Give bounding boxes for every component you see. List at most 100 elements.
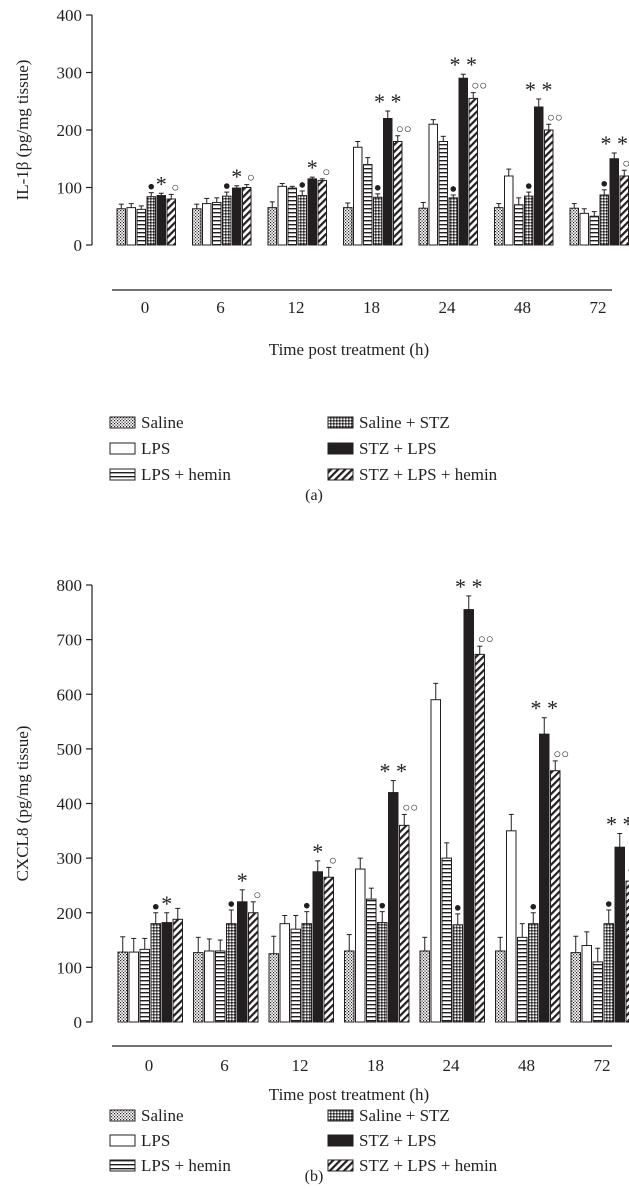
x-tick-label: 24 xyxy=(443,1056,461,1075)
significance-circle: ○○ xyxy=(478,631,494,646)
bar xyxy=(166,198,176,246)
bar xyxy=(419,950,430,1023)
bar xyxy=(377,922,388,1023)
bar xyxy=(463,609,474,1023)
bar xyxy=(222,195,232,246)
x-tick-label: 0 xyxy=(141,298,150,317)
bar xyxy=(579,212,589,246)
legend-label: STZ + LPS xyxy=(359,1131,437,1150)
legend-label: Saline + STZ xyxy=(359,1106,450,1125)
y-axis-title: IL-1β (pg/mg tissue) xyxy=(13,60,32,201)
legend-swatch xyxy=(109,416,136,429)
bar xyxy=(430,699,441,1023)
legend-label: Saline xyxy=(141,413,184,432)
significance-star: * xyxy=(231,164,242,189)
bar xyxy=(366,898,377,1023)
bar xyxy=(468,97,478,246)
bar xyxy=(528,923,539,1023)
bar xyxy=(458,77,468,246)
significance-dot xyxy=(303,902,310,909)
bar xyxy=(363,164,373,246)
bar xyxy=(603,923,614,1023)
legend-swatch xyxy=(327,1159,354,1172)
significance-star: * * xyxy=(380,759,408,784)
bar xyxy=(517,936,528,1023)
significance-circle: ○○ xyxy=(396,121,412,136)
significance-star: * * xyxy=(606,812,629,837)
legend-swatch xyxy=(327,468,354,481)
bar xyxy=(569,207,579,246)
significance-dot xyxy=(530,903,537,910)
legend-swatch xyxy=(327,416,354,429)
bar xyxy=(581,945,592,1023)
y-tick-label: 700 xyxy=(57,631,83,650)
legend-label: Saline + STZ xyxy=(359,413,450,432)
bar xyxy=(204,950,215,1023)
significance-dot xyxy=(605,901,612,907)
bar xyxy=(599,194,609,246)
significance-dot xyxy=(223,183,230,189)
bar xyxy=(202,203,212,246)
significance-circle: ○ xyxy=(171,179,179,194)
legend-label: Saline xyxy=(141,1106,184,1125)
bar xyxy=(126,207,136,246)
significance-star: * * xyxy=(450,52,478,77)
legend-label: STZ + LPS xyxy=(359,439,437,458)
significance-circle: ○○ xyxy=(553,746,569,761)
significance-circle: ○ xyxy=(329,852,337,867)
significance-circle: ○○ xyxy=(622,155,629,170)
x-tick-label: 72 xyxy=(590,298,607,317)
chart-panel-a: 0 100 200 300 400 IL-1β (pg/mg tissue) * ○ 0 * ○ 6 *… xyxy=(13,6,629,504)
bar xyxy=(317,180,327,246)
significance-star: * xyxy=(237,868,248,893)
bar xyxy=(550,770,561,1023)
significance-star: * * xyxy=(455,574,483,599)
bar xyxy=(156,195,166,246)
bar xyxy=(388,792,399,1023)
significance-star: * xyxy=(156,171,167,196)
bar xyxy=(514,204,524,246)
significance-dot xyxy=(152,903,159,910)
significance-dot xyxy=(374,185,381,191)
x-tick-label: 72 xyxy=(594,1056,611,1075)
panel-label: (a) xyxy=(305,487,323,504)
significance-circle: ○ xyxy=(247,170,255,185)
bar xyxy=(353,146,363,246)
legend-swatch xyxy=(327,442,354,455)
bar xyxy=(301,923,312,1023)
chart-panel-b: 0 100 200 300 400 500 600 700 800 CXCL8 (pg/mg ti… xyxy=(13,574,629,1185)
bar xyxy=(192,208,202,246)
bar xyxy=(504,175,514,246)
legend-swatch xyxy=(109,1159,136,1172)
significance-circle: ○○ xyxy=(402,799,418,814)
significance-star: * * xyxy=(531,696,559,721)
x-tick-label: 0 xyxy=(145,1056,154,1075)
bar xyxy=(399,824,410,1023)
bar xyxy=(592,961,603,1023)
bar xyxy=(237,901,248,1023)
y-tick-label: 300 xyxy=(57,64,83,83)
bar xyxy=(172,918,183,1023)
x-tick-label: 12 xyxy=(288,298,305,317)
y-tick-label: 100 xyxy=(57,958,83,977)
significance-dot xyxy=(299,182,306,188)
bar xyxy=(150,923,161,1023)
bar xyxy=(452,924,463,1023)
bar xyxy=(277,185,287,246)
bar xyxy=(146,196,156,246)
bar xyxy=(534,106,544,246)
bar xyxy=(116,208,126,246)
significance-star: * * xyxy=(601,131,629,156)
bar xyxy=(290,928,301,1023)
x-tick-label: 6 xyxy=(216,298,225,317)
bar xyxy=(625,880,629,1023)
y-tick-label: 500 xyxy=(57,740,83,759)
bar xyxy=(393,141,403,246)
legend-swatch xyxy=(327,1134,354,1147)
x-tick-label: 12 xyxy=(292,1056,309,1075)
bar xyxy=(215,950,226,1023)
x-axis-title: Time post treatment (h) xyxy=(269,340,429,359)
significance-circle: ○○ xyxy=(471,78,487,93)
significance-dot xyxy=(454,905,461,911)
